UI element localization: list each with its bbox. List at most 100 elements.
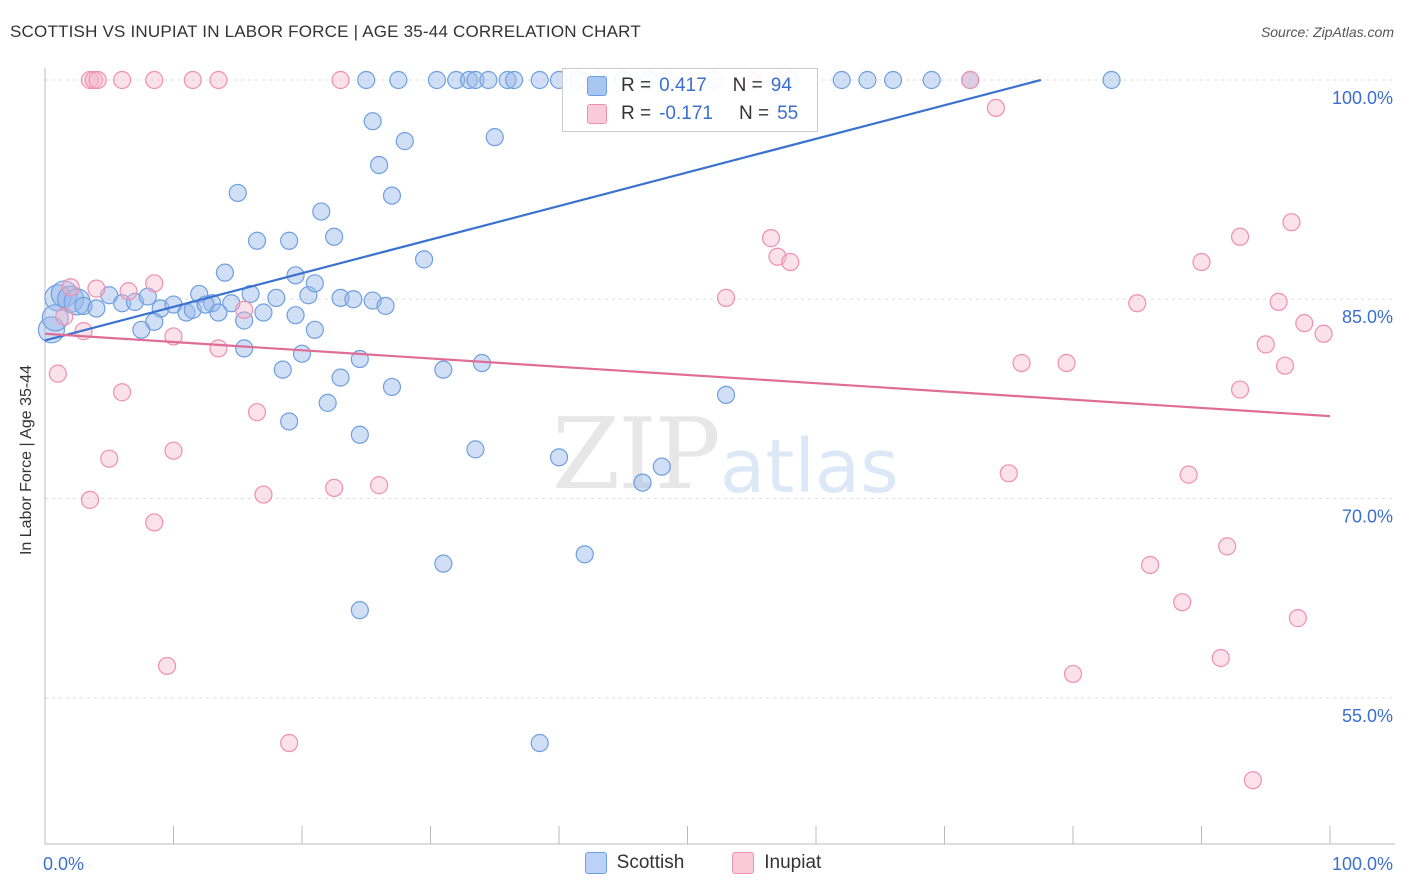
watermark-zip: ZIP <box>552 398 721 512</box>
point-scottish <box>427 70 447 90</box>
point-scottish <box>459 70 479 90</box>
point-scottish <box>228 183 247 203</box>
legend-label-scottish: Scottish <box>616 852 685 873</box>
point-scottish <box>305 320 324 339</box>
point-scottish <box>209 303 228 322</box>
point-scottish <box>280 231 299 250</box>
point-inupiat <box>100 449 119 468</box>
point-scottish <box>312 202 331 221</box>
legend-row-scottish: R = 0.417 N = 94 <box>587 73 792 99</box>
point-inupiat <box>55 307 74 326</box>
point-scottish <box>466 70 485 90</box>
point-scottish <box>376 296 395 315</box>
point-inupiat <box>80 490 100 509</box>
point-inupiat <box>235 300 254 319</box>
point-inupiat <box>1282 213 1301 232</box>
data-points <box>37 70 1333 790</box>
point-scottish <box>363 112 382 131</box>
point-scottish <box>331 368 350 387</box>
legend-r-value: -0.171 <box>659 103 713 124</box>
point-inupiat <box>157 656 177 676</box>
legend-n-label: N = <box>738 103 770 124</box>
legend-swatch-inupiat <box>732 852 755 874</box>
point-scottish <box>145 312 164 331</box>
point-scottish <box>370 155 389 175</box>
point-inupiat <box>1256 335 1275 354</box>
point-scottish <box>267 288 286 308</box>
point-inupiat <box>84 70 103 90</box>
point-inupiat <box>80 70 100 90</box>
point-inupiat <box>145 274 164 293</box>
point-inupiat <box>1218 537 1237 556</box>
point-inupiat <box>164 441 183 460</box>
point-scottish <box>922 70 941 90</box>
point-scottish <box>498 70 517 90</box>
point-inupiat <box>370 476 389 495</box>
point-scottish <box>389 70 408 90</box>
legend-r-value: 0.417 <box>659 75 707 96</box>
y-tick-label: 55.0% <box>1342 706 1393 726</box>
point-inupiat <box>61 278 80 297</box>
legend-swatch-scottish <box>587 76 607 96</box>
point-inupiat <box>247 403 267 422</box>
point-inupiat <box>209 70 228 90</box>
series-legend: Scottish Inupiat <box>0 852 1406 874</box>
point-scottish <box>549 448 569 467</box>
point-scottish <box>485 128 504 147</box>
point-inupiat <box>999 464 1018 483</box>
legend-item-scottish[interactable]: Scottish <box>584 852 685 874</box>
point-scottish <box>292 344 312 363</box>
point-inupiat <box>961 70 980 90</box>
point-inupiat <box>145 513 164 532</box>
point-inupiat <box>1275 356 1295 375</box>
point-scottish <box>215 263 234 282</box>
point-scottish <box>357 70 376 90</box>
point-inupiat <box>1211 648 1230 668</box>
point-scottish <box>434 554 453 573</box>
point-scottish <box>530 733 549 753</box>
point-scottish <box>254 303 273 322</box>
point-inupiat <box>1269 292 1288 311</box>
point-scottish <box>633 473 652 492</box>
point-scottish <box>325 227 344 246</box>
legend-swatch-inupiat <box>587 104 607 124</box>
point-inupiat <box>1192 252 1211 272</box>
point-scottish <box>350 601 369 620</box>
point-scottish <box>382 186 402 205</box>
point-inupiat <box>119 282 138 301</box>
point-scottish <box>1102 70 1121 90</box>
point-inupiat <box>88 70 107 90</box>
legend-swatch-scottish <box>584 852 607 874</box>
point-inupiat <box>1012 353 1031 373</box>
point-inupiat <box>1063 664 1083 684</box>
point-scottish <box>350 425 369 444</box>
point-scottish <box>273 360 292 379</box>
point-scottish <box>858 70 877 90</box>
point-scottish <box>466 440 485 459</box>
point-scottish <box>447 70 466 90</box>
legend-item-inupiat[interactable]: Inupiat <box>732 852 821 874</box>
point-scottish <box>235 339 254 358</box>
tick-labels: 55.0% 70.0% 85.0% 100.0% 0.0% 100.0% <box>43 88 1393 874</box>
chart-source: Source: ZipAtlas.com <box>1260 24 1394 40</box>
point-scottish <box>883 70 903 90</box>
legend-n-value: 94 <box>770 75 792 96</box>
point-scottish <box>382 377 402 397</box>
y-tick-label: 100.0% <box>1332 88 1393 108</box>
point-inupiat <box>1128 294 1147 313</box>
point-scottish <box>241 284 260 304</box>
point-scottish <box>434 360 453 379</box>
point-inupiat <box>183 70 202 90</box>
point-inupiat <box>1179 465 1198 484</box>
point-inupiat <box>280 733 299 753</box>
point-scottish <box>395 132 414 151</box>
trend-line-inupiat <box>44 332 1331 418</box>
watermark-atlas: atlas <box>720 424 899 510</box>
point-inupiat <box>1314 324 1333 343</box>
x-tick-label: 100.0% <box>1332 854 1393 874</box>
point-scottish <box>305 274 324 293</box>
point-inupiat <box>87 279 106 298</box>
point-inupiat <box>145 70 164 90</box>
point-inupiat <box>1288 609 1307 628</box>
